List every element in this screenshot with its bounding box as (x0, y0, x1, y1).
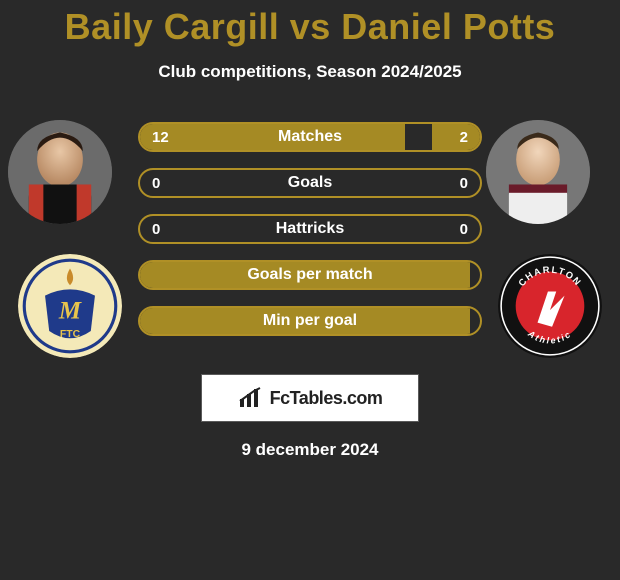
player-right-avatar (486, 120, 590, 224)
stat-bar: Matches122 (138, 122, 482, 152)
bar-fill-left (140, 124, 405, 150)
club-left-crest: M FTC (18, 254, 122, 358)
bar-fill-gap (140, 216, 480, 242)
stat-bar: Goals00 (138, 168, 482, 198)
bar-fill-gap (470, 262, 480, 288)
stat-bars: Matches122 Goals00 Hattricks00 Goals per ma… (138, 106, 482, 336)
bar-fill-gap (405, 124, 432, 150)
stat-bar: Goals per match (138, 260, 482, 290)
bar-fill-gap (470, 308, 480, 334)
bar-fill-left (140, 262, 470, 288)
stat-bar: Hattricks00 (138, 214, 482, 244)
page-title: Baily Cargill vs Daniel Potts (0, 0, 620, 48)
bar-fill-gap (140, 170, 480, 196)
bar-fill-left (140, 308, 470, 334)
svg-text:M: M (58, 297, 82, 324)
brand-text: FcTables.com (270, 388, 383, 409)
club-right-crest: CHARLTON Athletic (498, 254, 602, 358)
comparison-arena: M FTC CHARLTON Athletic Matches122 Goals0… (0, 106, 620, 366)
brand-logo[interactable]: FcTables.com (201, 374, 419, 422)
stat-bar: Min per goal (138, 306, 482, 336)
subtitle: Club competitions, Season 2024/2025 (0, 62, 620, 82)
chart-icon (238, 387, 264, 409)
bar-fill-right (432, 124, 480, 150)
player-left-avatar (8, 120, 112, 224)
date-label: 9 december 2024 (0, 440, 620, 460)
svg-text:FTC: FTC (60, 329, 81, 340)
